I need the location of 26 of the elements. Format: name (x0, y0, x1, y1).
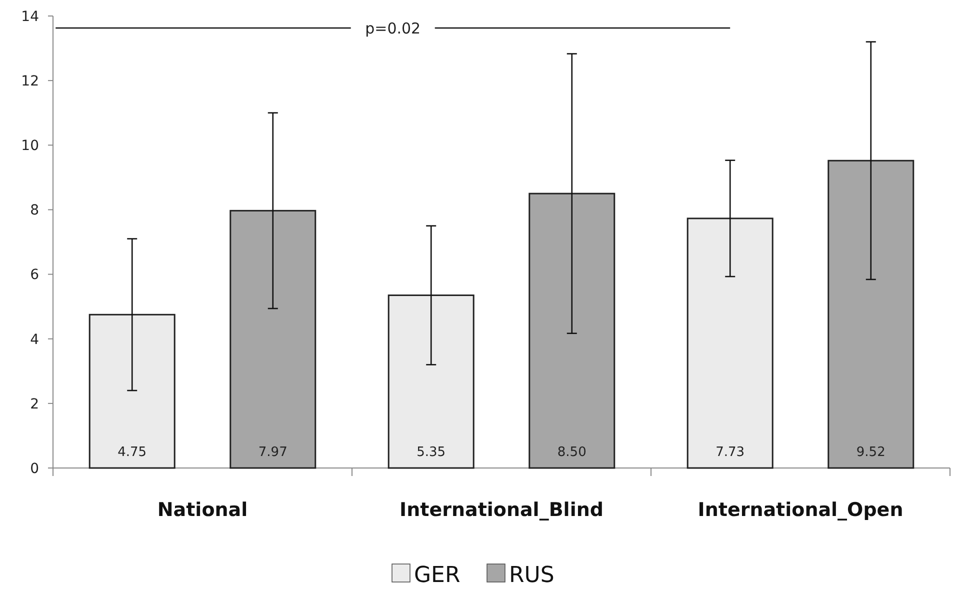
data-label: 4.75 (118, 445, 147, 460)
data-label: 8.50 (557, 445, 586, 460)
y-tick-label: 10 (21, 138, 39, 154)
data-label: 7.73 (716, 445, 745, 460)
legend-label: GER (414, 563, 460, 588)
y-tick-label: 2 (30, 396, 39, 412)
y-tick-label: 14 (21, 8, 40, 25)
y-tick-label: 4 (30, 332, 40, 348)
y-tick-label: 6 (30, 267, 40, 284)
bar (686, 218, 774, 469)
annotation: p=0.02 (365, 19, 421, 38)
bar (88, 314, 176, 469)
x-tick-label: National (157, 499, 248, 521)
bar (528, 192, 616, 469)
data-label: 7.97 (258, 445, 288, 460)
bar (828, 160, 914, 469)
y-tick-label: 12 (21, 73, 39, 90)
x-tick-label: International_Open (698, 499, 904, 521)
x-tick-label: International_Blind (400, 499, 604, 521)
data-label: 5.35 (416, 445, 446, 460)
y-tick-label: 0 (30, 460, 39, 477)
y-tick-label: 8 (30, 202, 39, 219)
bar (230, 210, 316, 469)
legend-label: RUS (509, 563, 554, 588)
data-label: 9.52 (856, 445, 886, 460)
bar (388, 294, 474, 469)
